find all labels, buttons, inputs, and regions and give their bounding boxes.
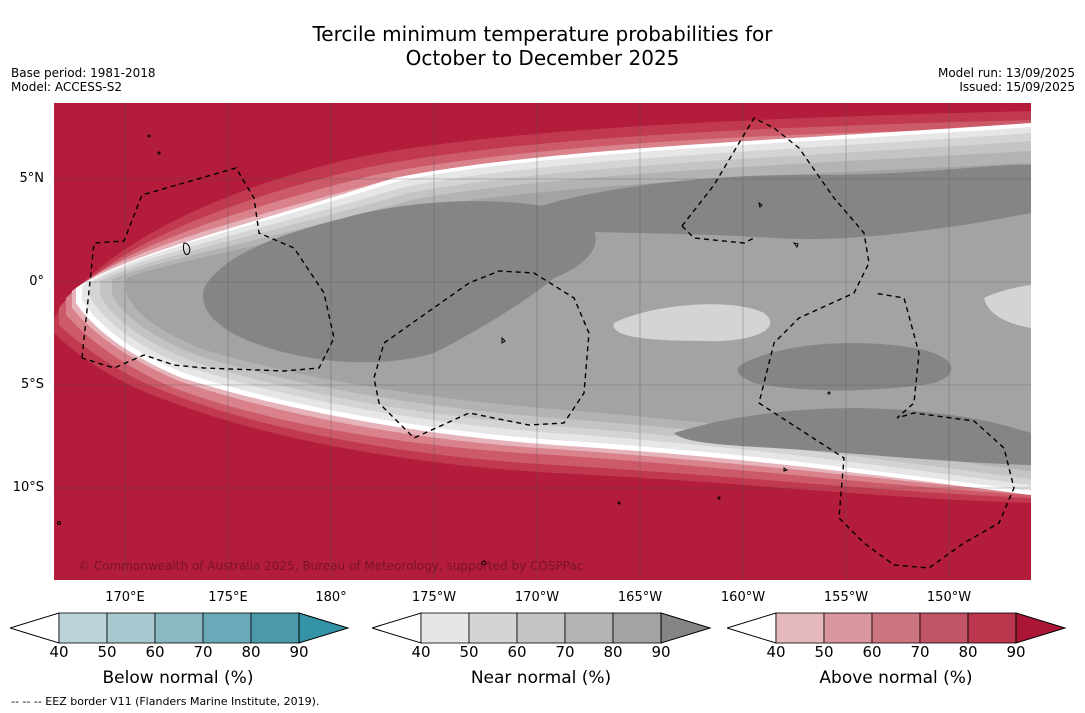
lon-label-170e: 170°E [105, 590, 145, 605]
lon-label-165w: 165°W [617, 590, 663, 605]
eez-borders [81, 117, 1015, 569]
lon-label-175w: 175°W [411, 590, 457, 605]
copyright-text: © Commonwealth of Australia 2025, Bureau… [78, 559, 584, 573]
below-tick-70: 70 [193, 643, 213, 661]
near-colorbar-swatch [564, 612, 614, 644]
near-colorbar-swatch [420, 612, 470, 644]
near-tick-70: 70 [555, 643, 575, 661]
near-colorbar-high-triangle [660, 612, 712, 644]
near-tick-80: 80 [603, 643, 623, 661]
below-colorbar-high-triangle [298, 612, 350, 644]
lon-label-175e: 175°E [208, 590, 248, 605]
below-tick-80: 80 [241, 643, 261, 661]
above-colorbar-swatch [967, 612, 1017, 644]
below-tick-40: 40 [49, 643, 69, 661]
near-90-patch-east [737, 343, 952, 391]
above-tick-70: 70 [910, 643, 930, 661]
issued-text: Issued: 15/09/2025 [959, 80, 1075, 94]
above-colorbar-swatch [919, 612, 969, 644]
near-tick-90: 90 [651, 643, 671, 661]
probability-map[interactable] [54, 103, 1031, 580]
near-colorbar-low-triangle [372, 612, 422, 644]
islands [57, 134, 831, 566]
above-colorbar-swatch [871, 612, 921, 644]
colorbar-below-normal [10, 612, 350, 644]
below-colorbar-swatch [202, 612, 252, 644]
above-tick-90: 90 [1006, 643, 1026, 661]
below-colorbar-swatch [154, 612, 204, 644]
eez-footer-note: -- -- -- EEZ border V11 (Flanders Marine… [11, 695, 320, 708]
above-colorbar-low-triangle [727, 612, 777, 644]
below-colorbar-swatch [250, 612, 300, 644]
above-colorbar-swatch [775, 612, 825, 644]
model-run-text: Model run: 13/09/2025 [937, 66, 1075, 80]
below-colorbar-swatch [58, 612, 108, 644]
near-colorbar-swatch [468, 612, 518, 644]
above-tick-60: 60 [862, 643, 882, 661]
colorbar-above-normal [727, 612, 1067, 644]
lat-label-10s: 10°S [12, 480, 44, 495]
lon-label-155w: 155°W [823, 590, 869, 605]
gridlines [54, 103, 1031, 580]
near-colorbar-swatch [516, 612, 566, 644]
above-tick-50: 50 [814, 643, 834, 661]
near-tick-40: 40 [411, 643, 431, 661]
above-colorbar-swatch [823, 612, 873, 644]
near-50-patch-centre [613, 304, 771, 342]
near-90-patch-south [674, 408, 1031, 465]
near-tick-60: 60 [507, 643, 527, 661]
near-colorbar-swatch [612, 612, 662, 644]
below-tick-50: 50 [97, 643, 117, 661]
below-colorbar-low-triangle [10, 612, 60, 644]
above-normal-label: Above normal (%) [819, 668, 973, 688]
lat-label-5s: 5°S [20, 377, 44, 392]
below-tick-60: 60 [145, 643, 165, 661]
below-colorbar-swatch [106, 612, 156, 644]
above-colorbar-high-triangle [1015, 612, 1067, 644]
below-normal-label: Below normal (%) [102, 668, 254, 688]
near-90-patch-west [203, 201, 596, 363]
lon-label-160w: 160°W [720, 590, 766, 605]
lon-label-170w: 170°W [514, 590, 560, 605]
chart-title-line1: Tercile minimum temperature probabilitie… [312, 22, 773, 46]
lon-label-180: 180° [315, 590, 347, 605]
near-tick-50: 50 [459, 643, 479, 661]
above-tick-40: 40 [766, 643, 786, 661]
lon-label-150w: 150°W [926, 590, 972, 605]
chart-title-line2: October to December 2025 [405, 46, 680, 70]
model-text: Model: ACCESS-S2 [11, 80, 123, 94]
near-normal-label: Near normal (%) [470, 668, 612, 688]
lat-label-0: 0° [29, 274, 44, 289]
above-tick-80: 80 [958, 643, 978, 661]
near-90-patch-north [525, 164, 1031, 239]
base-period-text: Base period: 1981-2018 [11, 66, 156, 80]
lat-label-5n: 5°N [19, 171, 45, 186]
below-tick-90: 90 [289, 643, 309, 661]
colorbar-near-normal [372, 612, 712, 644]
near-50-patch-east [984, 285, 1031, 328]
